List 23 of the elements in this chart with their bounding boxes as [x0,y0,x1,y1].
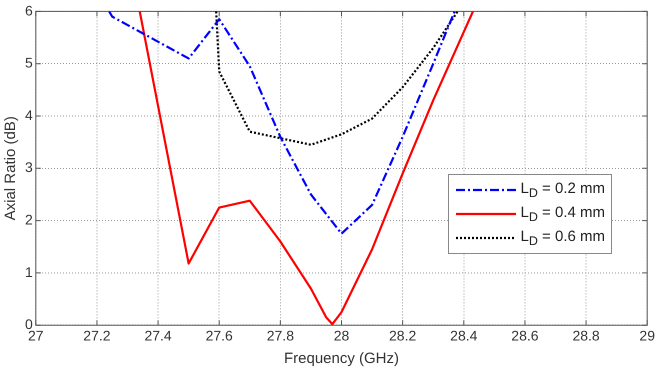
y-tick-label: 2 [24,211,33,228]
y-tick-label: 3 [24,159,33,176]
line-series [108,11,456,235]
x-tick-label: 28.2 [389,327,416,344]
y-tick-label: 4 [24,106,33,123]
x-tick-label: 28.4 [450,327,478,344]
x-tick-label: 28.6 [511,327,539,344]
x-tick-label: 29 [639,327,656,344]
x-tick-label: 28.8 [572,327,600,344]
y-axis-title: Axial Ratio (dB) [2,116,20,220]
legend-label: L$_{D}$ = 0.6 mm [520,228,605,248]
x-tick-label: 27.8 [266,327,294,344]
x-tick-label: 27.6 [206,327,234,344]
y-tick-label: 5 [24,54,33,71]
x-axis-title: Frequency (GHz) [284,350,400,368]
legend-label: L$_{D}$ = 0.2 mm [520,180,605,200]
x-tick-label: 27.4 [144,327,172,344]
x-tick-label: 28 [334,327,350,344]
x-tick-label: 27.2 [83,327,111,344]
line-series [215,11,459,146]
legend-label: L$_{D}$ = 0.4 mm [520,204,605,224]
y-tick-label: 6 [24,2,33,18]
y-tick-label: 1 [24,264,33,280]
